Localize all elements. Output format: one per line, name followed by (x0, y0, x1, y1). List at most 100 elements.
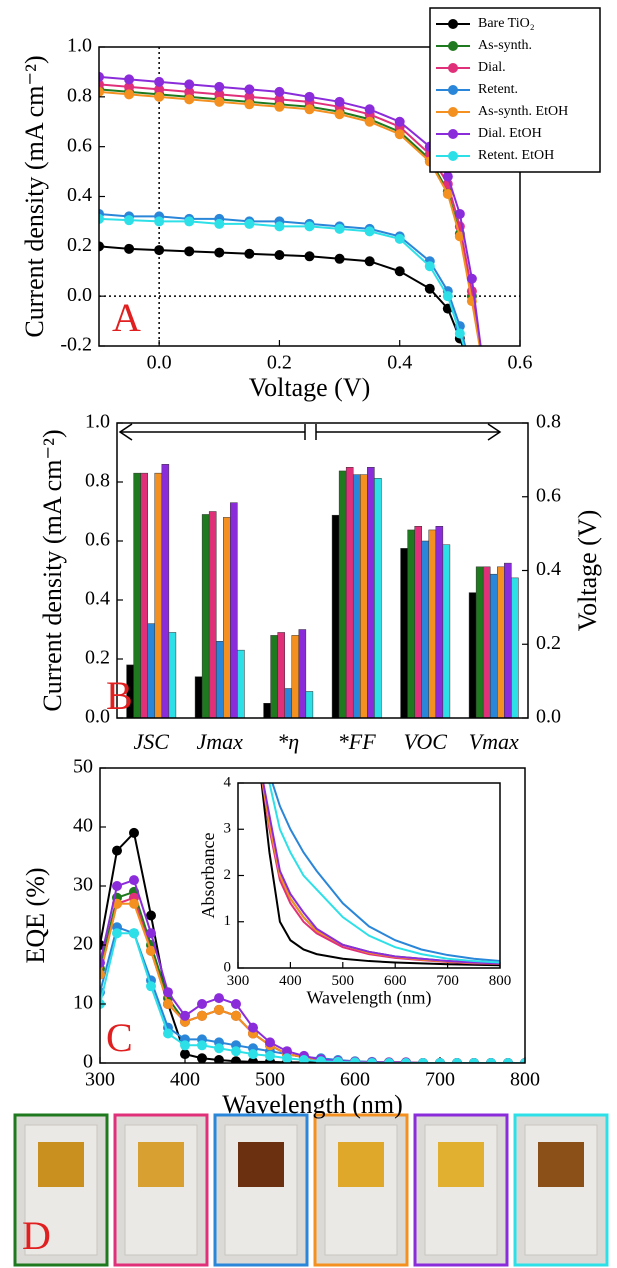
x-tick-label: VOC (404, 729, 448, 754)
bar (263, 703, 271, 719)
data-point (334, 223, 345, 234)
bar (168, 632, 177, 719)
data-point (214, 247, 225, 258)
data-point (154, 91, 165, 102)
data-point (418, 1058, 428, 1063)
y2-tick-label: 0.0 (536, 706, 561, 728)
x-tick-label: 600 (340, 1069, 370, 1091)
data-point (364, 116, 375, 127)
x-tick-label: 0.2 (267, 352, 292, 374)
legend-marker (448, 19, 458, 29)
y-tick-label: 0.0 (85, 706, 110, 728)
data-point (394, 116, 405, 127)
bar (482, 566, 491, 719)
y2-tick-label: 0.2 (536, 632, 561, 654)
data-point (304, 251, 315, 262)
x-axis-title: Wavelength (nm) (306, 988, 431, 1009)
bar (511, 577, 519, 719)
plot-content (260, 783, 500, 967)
y-tick-label: 0.6 (67, 134, 92, 156)
data-point (112, 928, 122, 939)
legend-marker (448, 41, 458, 51)
data-point (367, 1058, 377, 1063)
data-point (231, 999, 241, 1009)
data-point (214, 1004, 224, 1015)
data-point (184, 246, 195, 257)
data-point (146, 981, 156, 992)
y-tick-label: 2 (224, 867, 232, 883)
bar (331, 514, 340, 719)
data-point (467, 366, 477, 376)
y-tick-label: 40 (73, 815, 93, 837)
legend-label: Retent. (478, 82, 518, 97)
data-point (129, 928, 139, 939)
inset-background (238, 783, 500, 968)
y-tick-label: -0.2 (60, 334, 92, 356)
y2-axis-title: Voltage (V) (573, 510, 602, 632)
bar (298, 629, 307, 719)
data-point (442, 291, 453, 302)
bar (201, 514, 210, 719)
data-point (180, 1049, 190, 1060)
y-tick-label: 50 (73, 756, 93, 778)
data-point (244, 218, 255, 229)
data-point (197, 1040, 207, 1051)
y-axis-title: Current density (mA cm⁻²) (38, 429, 67, 711)
bar (400, 548, 408, 719)
bar (360, 474, 368, 719)
photos: D (13, 1113, 609, 1267)
data-point (99, 71, 104, 82)
legend-marker (448, 151, 458, 161)
data-point (180, 1010, 190, 1021)
legend-marker (448, 85, 458, 95)
data-point (333, 1056, 343, 1063)
legend-box (429, 7, 601, 173)
data-point (467, 366, 477, 376)
data-point (231, 1010, 241, 1021)
data-point (99, 86, 104, 97)
data-point (274, 101, 285, 112)
bar (374, 478, 382, 719)
data-point (479, 366, 489, 376)
data-point (364, 226, 375, 237)
data-point (364, 104, 375, 115)
data-point (197, 1010, 207, 1021)
x-tick-label: 800 (510, 1069, 540, 1091)
data-point (384, 1058, 394, 1063)
data-point (154, 84, 165, 95)
data-point (214, 218, 225, 229)
data-point (129, 875, 139, 886)
data-point (100, 957, 105, 968)
y-axis-title: EQE (%) (21, 867, 50, 963)
bar (497, 566, 505, 719)
data-point (334, 96, 345, 107)
data-point (124, 81, 135, 92)
bar (194, 676, 203, 719)
legend-label: As-synth. (478, 38, 532, 53)
data-point (214, 96, 225, 107)
data-point (304, 221, 315, 232)
data-point (124, 243, 135, 254)
data-point (163, 987, 173, 998)
data-point (214, 993, 224, 1004)
bar (428, 529, 437, 719)
bar (352, 474, 361, 719)
bar (291, 635, 300, 719)
data-point (274, 250, 285, 261)
data-point (184, 79, 195, 90)
data-point (364, 256, 375, 267)
bar (407, 529, 415, 719)
y-tick-label: 0 (83, 1051, 93, 1073)
data-point (124, 89, 135, 100)
data-point (299, 1055, 309, 1063)
bar (208, 511, 217, 719)
data-point (274, 94, 285, 105)
data-point (197, 1053, 207, 1063)
data-point (184, 94, 195, 105)
data-point (454, 231, 465, 242)
bar (504, 562, 512, 719)
data-point (466, 273, 477, 284)
x-tick-label: JSC (134, 729, 170, 754)
plot-content (99, 47, 520, 376)
y-tick-label: 4 (224, 774, 232, 790)
